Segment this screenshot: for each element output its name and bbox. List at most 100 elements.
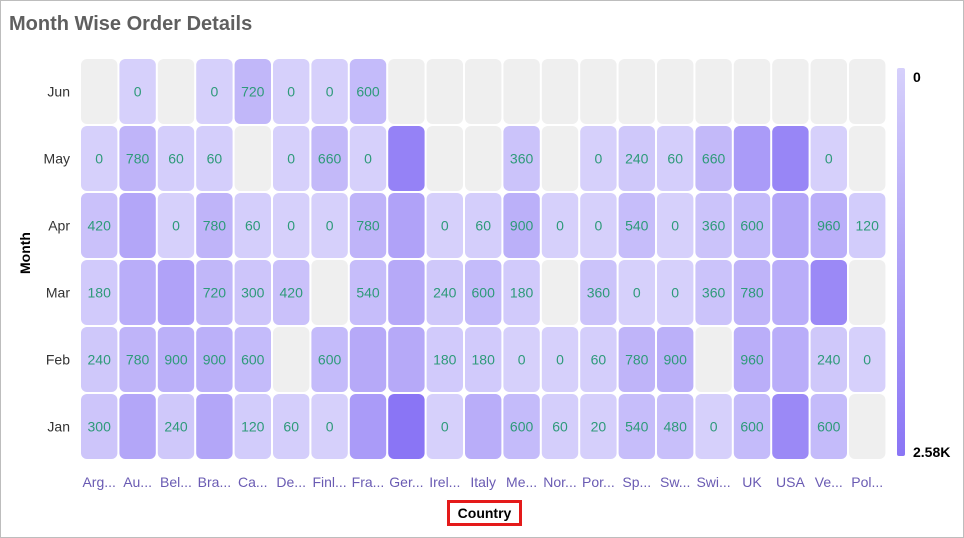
heatmap-cell (119, 193, 156, 258)
heatmap-cell (695, 260, 732, 325)
cell-value-label: 0 (326, 419, 334, 435)
heatmap-cell (119, 126, 156, 191)
x-tick-label: Arg... (82, 474, 115, 490)
heatmap-cell (580, 193, 617, 258)
cell-value-label: 600 (241, 352, 265, 368)
x-tick-label: Ger... (389, 474, 423, 490)
heatmap-cell (810, 394, 847, 459)
x-tick-label: Irel... (429, 474, 460, 490)
cell-value-label: 780 (203, 218, 227, 234)
cell-value-label: 360 (702, 285, 726, 301)
chart-title: Month Wise Order Details (9, 13, 253, 35)
heatmap-cell (733, 260, 771, 325)
x-tick-label: De... (276, 474, 306, 490)
legend-max-label: 2.58K (913, 444, 951, 460)
cell-value-label: 780 (126, 352, 150, 368)
x-tick-label: UK (742, 474, 762, 490)
color-legend-bar (897, 68, 905, 456)
heatmap-cell (81, 394, 118, 459)
heatmap-cell (733, 327, 771, 392)
cell-value-label: 0 (211, 84, 219, 100)
cell-value-label: 0 (134, 84, 142, 100)
heatmap-cell (349, 59, 387, 124)
cell-value-label: 660 (318, 151, 342, 167)
heatmap-cell (733, 394, 771, 459)
heatmap-cell (772, 126, 809, 191)
heatmap-cell (503, 327, 540, 392)
cell-value-label: 0 (95, 151, 103, 167)
heatmap-cell (541, 327, 579, 392)
cell-value-label: 240 (88, 352, 112, 368)
heatmap-cell (388, 126, 425, 191)
cell-value-label: 0 (172, 218, 180, 234)
cell-value-label: 60 (245, 218, 261, 234)
heatmap-cell (618, 126, 655, 191)
heatmap-cell (580, 260, 617, 325)
heatmap-cell (810, 193, 847, 258)
heatmap-cell (157, 126, 195, 191)
heatmap-cell (465, 126, 502, 191)
cell-value-label: 60 (207, 151, 223, 167)
heatmap-cell (349, 394, 387, 459)
heatmap-cell (657, 126, 694, 191)
heatmap-cell (196, 193, 233, 258)
heatmap-cell (849, 394, 886, 459)
heatmap-cell (388, 394, 425, 459)
heatmap-cell (196, 327, 233, 392)
x-tick-label: Swi... (696, 474, 730, 490)
heatmap-cell (157, 260, 195, 325)
heatmap-cell (772, 394, 809, 459)
heatmap-cell (81, 126, 118, 191)
heatmap-cell (81, 193, 118, 258)
cell-value-label: 600 (740, 218, 764, 234)
heatmap-cell (541, 193, 579, 258)
cell-value-label: 60 (667, 151, 683, 167)
heatmap-cell (273, 193, 310, 258)
heatmap-cell (657, 193, 694, 258)
cell-value-label: 60 (168, 151, 184, 167)
cell-value-label: 180 (510, 285, 534, 301)
cell-value-label: 0 (287, 84, 295, 100)
heatmap-cell (465, 260, 502, 325)
heatmap-cell (772, 193, 809, 258)
cell-value-label: 720 (241, 84, 265, 100)
cell-value-label: 240 (164, 419, 188, 435)
cell-value-label: 720 (203, 285, 227, 301)
cell-value-label: 0 (441, 218, 449, 234)
heatmap-cell (81, 59, 118, 124)
heatmap-cell (388, 327, 425, 392)
cell-value-label: 780 (356, 218, 380, 234)
heatmap-cell (349, 260, 387, 325)
heatmap-cell (695, 394, 732, 459)
cell-value-label: 900 (510, 218, 534, 234)
heatmap-cell (81, 327, 118, 392)
heatmap-cell (119, 59, 156, 124)
heatmap-cell (503, 260, 540, 325)
heatmap-cell (695, 193, 732, 258)
heatmap-cell (465, 59, 502, 124)
cell-value-label: 180 (472, 352, 496, 368)
cell-value-label: 960 (740, 352, 764, 368)
heatmap-cell (426, 260, 463, 325)
heatmap-cell (618, 59, 655, 124)
heatmap-cell (426, 59, 463, 124)
cell-value-label: 180 (433, 352, 457, 368)
cell-value-label: 600 (472, 285, 496, 301)
heatmap-cell (618, 193, 655, 258)
cell-value-label: 60 (475, 218, 491, 234)
heatmap-cell (196, 260, 233, 325)
cell-value-label: 0 (364, 151, 372, 167)
heatmap-cell (849, 59, 886, 124)
cell-value-label: 360 (510, 151, 534, 167)
heatmap-cell (618, 327, 655, 392)
heatmap-cell (157, 394, 195, 459)
cell-value-label: 60 (283, 419, 299, 435)
heatmap-cell (810, 59, 847, 124)
heatmap-cell (772, 59, 809, 124)
x-tick-label: Sp... (622, 474, 651, 490)
cell-value-label: 0 (287, 151, 295, 167)
heatmap-cell (234, 193, 271, 258)
heatmap-cell (580, 59, 617, 124)
heatmap-cell (618, 394, 655, 459)
